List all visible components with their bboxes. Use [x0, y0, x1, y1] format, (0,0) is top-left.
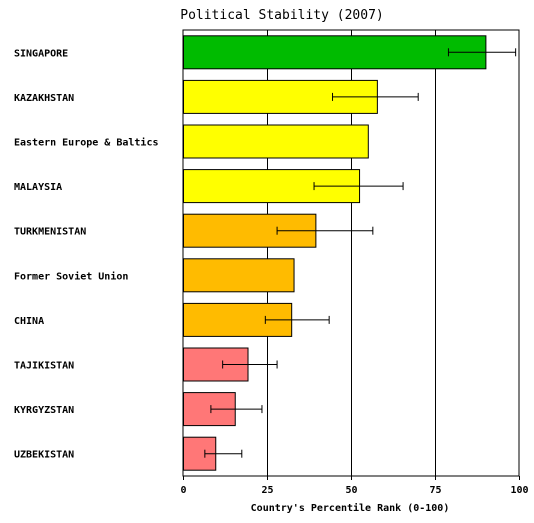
category-label: TURKMENISTAN — [14, 227, 86, 238]
category-label: CHINA — [14, 316, 44, 327]
category-label: SINGAPORE — [14, 48, 68, 59]
x-tick-label: 50 — [345, 485, 357, 496]
category-label: TAJIKISTAN — [14, 361, 74, 372]
bar — [183, 258, 295, 293]
category-label: KAZAKHSTAN — [14, 93, 74, 104]
category-label: UZBEKISTAN — [14, 450, 74, 461]
x-tick-label: 100 — [510, 485, 528, 496]
category-label: Eastern Europe & Baltics — [14, 137, 159, 149]
chart-title: Political Stability (2007) — [180, 8, 384, 23]
x-axis-label: Country's Percentile Rank (0-100) — [251, 502, 450, 514]
category-label: MALAYSIA — [14, 182, 62, 193]
category-label-layer: SINGAPORE KAZAKHSTAN Eastern Europe & Balt… — [14, 48, 159, 460]
x-tick-label: 0 — [180, 485, 186, 496]
category-label: Former Soviet Union — [14, 270, 128, 282]
x-tick-label: 75 — [429, 485, 441, 496]
category-label: KYRGYZSTAN — [14, 405, 74, 416]
bar — [183, 124, 369, 159]
bar-layer — [183, 35, 487, 471]
x-tick-label: 25 — [261, 485, 273, 496]
x-tick-layer: 0 25 50 75 100 — [180, 476, 529, 496]
error-bar-layer — [204, 48, 517, 458]
bar — [183, 35, 487, 70]
